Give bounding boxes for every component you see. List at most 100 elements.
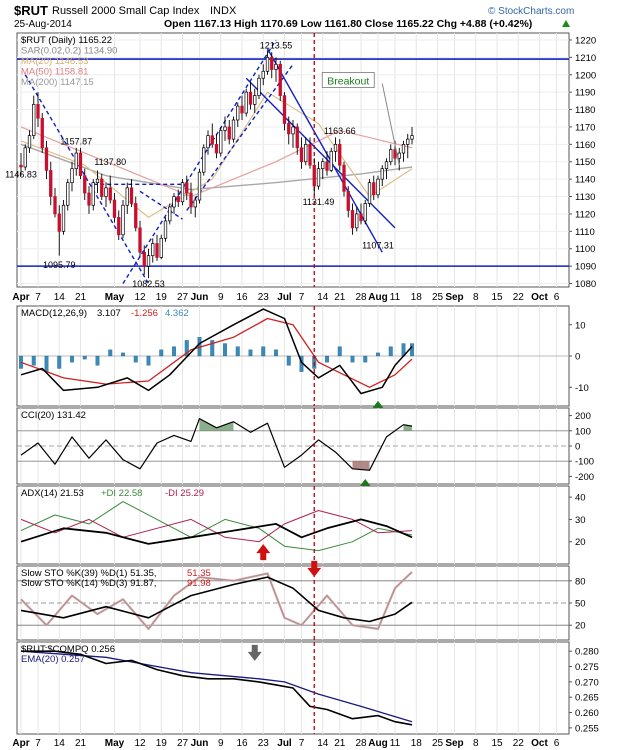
price-candle (66, 182, 70, 206)
price-axis-tick-label: 1190 (575, 88, 595, 99)
macd-hist-value: 4.362 (165, 308, 189, 319)
price-candle (83, 175, 87, 194)
cci-axis-tick-label: 200 (575, 411, 591, 422)
macd-histogram-bar (172, 346, 176, 357)
macd-histogram-bar (31, 355, 36, 366)
macd-histogram-bar (261, 346, 266, 357)
price-candle (397, 152, 401, 159)
macd-histogram-bar (57, 355, 62, 369)
price-candle (23, 147, 27, 168)
price-legend-entry: MA(200) 1147.15 (21, 77, 94, 88)
price-candle (380, 168, 384, 180)
x-axis-label: 7 (299, 738, 305, 749)
x-axis-label: 16 (236, 738, 248, 749)
cci-axis-tick-label: 100 (575, 426, 591, 437)
macd-signal-value: -1.256 (131, 308, 158, 319)
price-candle (389, 149, 393, 163)
price-value-label: 1163.66 (324, 126, 356, 136)
price-candle (87, 192, 91, 206)
price-candle (316, 168, 321, 187)
x-axis-label: 19 (156, 738, 168, 749)
change-up-icon (562, 20, 570, 27)
price-value-label: 1157.87 (60, 136, 92, 146)
price-candle (176, 196, 180, 203)
price-candle (197, 171, 202, 201)
plus-di-line (20, 501, 413, 552)
price-candle (180, 182, 185, 203)
macd-line (20, 308, 413, 395)
price-candle (129, 187, 134, 204)
price-candle (189, 192, 193, 208)
ratio-axis-tick-label: 0.260 (575, 708, 599, 719)
x-axis-label: Oct (531, 738, 548, 749)
price-candle (376, 178, 380, 196)
adx-panel: 20 30 40 ADX(14) 21.53 +DI 22.58 -DI 25.29 (16, 485, 586, 565)
price-candle (367, 182, 372, 204)
price-candle (146, 255, 151, 267)
ma20-line (20, 91, 413, 218)
sto-value-2: 91.98 (187, 578, 211, 589)
price-candle (78, 152, 83, 177)
price-candle (278, 63, 282, 96)
x-axis-label: May (105, 292, 125, 303)
breakout-callout-box (321, 72, 375, 88)
cci-oversold-fill (352, 461, 370, 471)
price-candle (27, 135, 32, 149)
price-candle (70, 168, 74, 183)
price-candle (325, 161, 329, 171)
x-axis-label: 19 (156, 292, 168, 303)
price-candle (163, 220, 168, 239)
macd-histogram-bar (274, 349, 278, 357)
price-value-label: 1107.31 (362, 241, 394, 251)
price-candle (253, 95, 257, 105)
ratio-marker-arrow-icon (247, 644, 262, 661)
adx-line (20, 518, 413, 545)
macd-histogram-bar (121, 352, 125, 357)
price-candle (304, 143, 308, 163)
x-axis-label: 27 (177, 292, 189, 303)
watermark: © StockCharts.com (488, 6, 574, 17)
price-candle (312, 164, 316, 187)
sto-label-2: Slow STO %K(14) %D(3) 91.87, (21, 578, 157, 589)
x-axis-label: Jun (191, 738, 209, 749)
header-symbol: $RUT (14, 3, 48, 18)
bottom-x-axis: Apr 7 14 21 May 12 19 27 Jun 9 16 23 Jul 7 14 21 28 Aug 11… (12, 738, 559, 749)
price-candle (108, 187, 112, 201)
price-candle (210, 135, 214, 145)
price-value-label: 1137.80 (94, 157, 126, 167)
adx-axis-tick-label: 30 (575, 515, 586, 526)
x-axis-label: 22 (513, 738, 525, 749)
macd-histogram-bar (286, 355, 291, 366)
price-candle (151, 243, 155, 257)
x-axis-label: Sep (445, 292, 463, 303)
price-axis-tick-label: 1220 (575, 35, 596, 46)
x-axis-label: Sep (445, 738, 463, 749)
price-candle (40, 117, 44, 149)
price-candle (95, 178, 100, 183)
adx-signal-arrow-icon (256, 544, 271, 561)
x-axis-label: Oct (531, 292, 548, 303)
price-candle (287, 123, 291, 135)
price-axis-tick-label: 1210 (575, 53, 596, 64)
ratio-axis-tick-label: 0.265 (575, 693, 599, 704)
price-axis-tick-label: 1090 (575, 262, 596, 273)
macd-histogram-bar (248, 349, 253, 357)
price-candle (168, 206, 172, 222)
macd-histogram-bar (235, 346, 240, 357)
price-axis-tick-label: 1200 (575, 70, 596, 81)
x-axis-label: Apr (12, 292, 29, 303)
price-candle (282, 95, 287, 124)
minus-di-value: -DI 25.29 (165, 488, 204, 499)
ratio-axis-tick-label: 0.270 (575, 677, 599, 688)
cci-label: CCI(20) 131.42 (21, 410, 86, 421)
macd-histogram-bar (108, 349, 113, 357)
sto-k14-line (20, 571, 413, 630)
sto-axis-tick-label: 20 (575, 621, 586, 632)
header-date: 25-Aug-2014 (14, 19, 72, 30)
x-axis-label: Aug (368, 738, 387, 749)
adx-axis-tick-label: 20 (575, 537, 586, 548)
stochastic-panel: 20 50 80 Slow STO %K(39) %D(1) 51.35, 51.35 S… (16, 560, 586, 641)
x-axis-label: 7 (35, 292, 41, 303)
x-axis-label: 18 (411, 738, 423, 749)
trendline (122, 39, 277, 284)
